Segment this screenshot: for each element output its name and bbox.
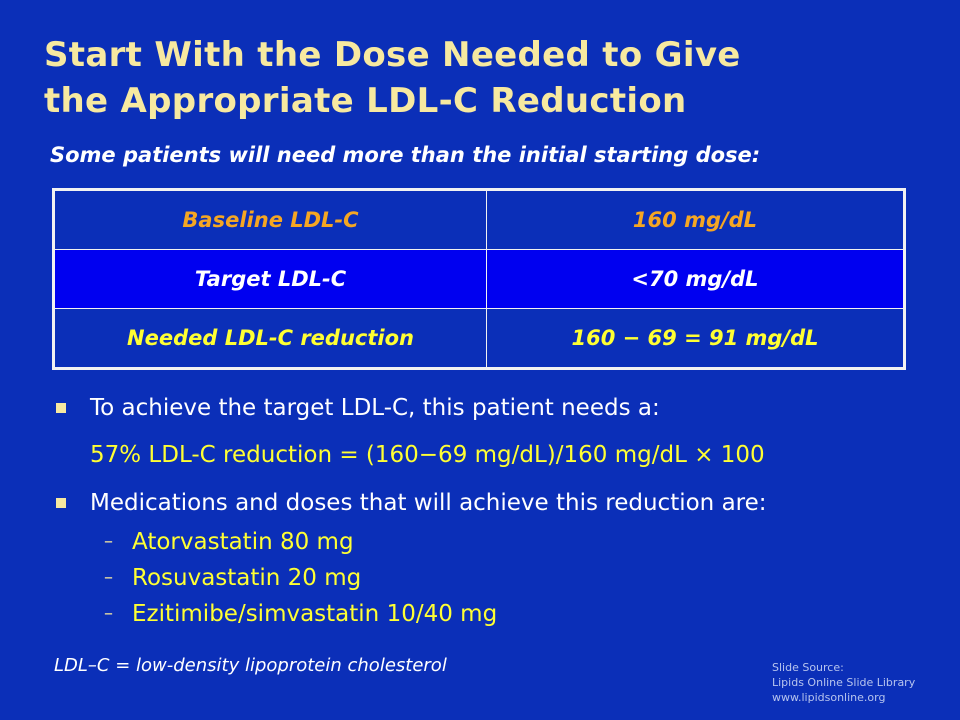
table-row-target: Target LDL-C <70 mg/dL [53, 249, 905, 309]
bullet-text: To achieve the target LDL-C, this patien… [90, 395, 660, 421]
footnote: LDL–C = low-density lipoprotein choleste… [54, 655, 447, 676]
baseline-value: 160 mg/dL [486, 189, 905, 250]
slide-title: Start With the Dose Needed to Give the A… [44, 32, 741, 124]
bullet-medications: Medications and doses that will achieve … [56, 488, 767, 632]
target-value: <70 mg/dL [486, 249, 905, 309]
ldl-table: Baseline LDL-C 160 mg/dL Target LDL-C <7… [52, 188, 906, 370]
list-item: – Ezitimibe/simvastatin 10/40 mg [104, 596, 767, 632]
slide-source: Slide Source: Lipids Online Slide Librar… [772, 660, 915, 705]
medication-ezetimibe-simvastatin: Ezitimibe/simvastatin 10/40 mg [132, 601, 498, 627]
medication-list: – Atorvastatin 80 mg – Rosuvastatin 20 m… [104, 524, 767, 632]
source-label: Slide Source: [772, 661, 844, 674]
medication-rosuvastatin: Rosuvastatin 20 mg [132, 565, 362, 591]
dash-bullet: – [104, 567, 113, 588]
source-library: Lipids Online Slide Library [772, 676, 916, 689]
dash-bullet: – [104, 603, 113, 624]
source-url: www.lipidsonline.org [772, 691, 886, 704]
needed-value: 160 − 69 = 91 mg/dL [486, 308, 905, 369]
bullet-text: Medications and doses that will achieve … [90, 490, 767, 516]
baseline-label: Baseline LDL-C [53, 189, 487, 250]
reduction-formula: 57% LDL-C reduction = (160−69 mg/dL)/160… [90, 442, 765, 468]
list-item: – Atorvastatin 80 mg [104, 524, 767, 560]
title-line-2: the Appropriate LDL-C Reduction [44, 81, 687, 121]
square-bullet-icon [56, 498, 66, 508]
list-item: – Rosuvastatin 20 mg [104, 560, 767, 596]
dash-bullet: – [104, 531, 113, 552]
medication-atorvastatin: Atorvastatin 80 mg [132, 529, 354, 555]
square-bullet-icon [56, 403, 66, 413]
slide-subtitle: Some patients will need more than the in… [50, 143, 761, 167]
table-row-needed: Needed LDL-C reduction 160 − 69 = 91 mg/… [53, 308, 905, 369]
title-line-1: Start With the Dose Needed to Give [44, 35, 741, 75]
bullet-target: To achieve the target LDL-C, this patien… [56, 393, 660, 423]
table-row-baseline: Baseline LDL-C 160 mg/dL [53, 189, 905, 250]
target-label: Target LDL-C [53, 249, 487, 309]
needed-label: Needed LDL-C reduction [53, 308, 487, 369]
